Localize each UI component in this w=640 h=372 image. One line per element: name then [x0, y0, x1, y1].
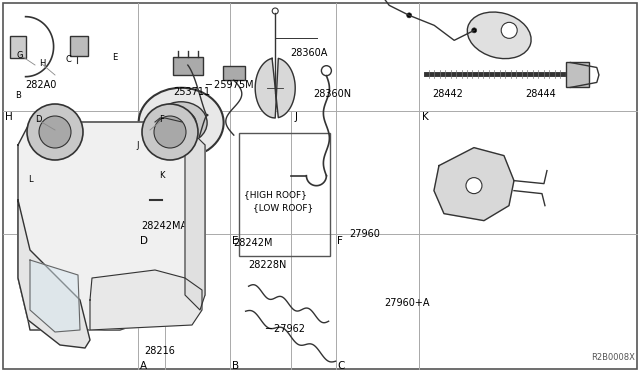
Circle shape: [466, 177, 482, 194]
Ellipse shape: [155, 102, 207, 144]
Text: B: B: [15, 90, 21, 99]
Ellipse shape: [467, 12, 531, 59]
Polygon shape: [90, 270, 202, 330]
Text: J: J: [294, 112, 298, 122]
Text: 282A0: 282A0: [26, 80, 57, 90]
Text: ─ 25975M: ─ 25975M: [205, 80, 253, 90]
Polygon shape: [434, 148, 514, 221]
Ellipse shape: [166, 111, 196, 135]
Text: 28228N: 28228N: [248, 260, 287, 270]
Bar: [223, 66, 245, 80]
Polygon shape: [255, 58, 295, 118]
Text: B: B: [232, 361, 239, 371]
Text: D: D: [140, 236, 148, 246]
Bar: [10, 36, 26, 58]
Text: 28216: 28216: [144, 346, 175, 356]
Text: 28444: 28444: [525, 89, 556, 99]
Circle shape: [501, 22, 517, 38]
Text: 28360A: 28360A: [290, 48, 327, 58]
Text: H: H: [5, 112, 13, 122]
Text: R2B0008X: R2B0008X: [591, 353, 635, 362]
Text: J: J: [137, 141, 140, 150]
Text: C: C: [337, 361, 345, 371]
Polygon shape: [18, 122, 205, 330]
Bar: [70, 36, 88, 56]
Polygon shape: [30, 260, 80, 332]
Text: 253711: 253711: [173, 87, 210, 97]
Bar: [239, 133, 330, 256]
Bar: [173, 57, 203, 75]
Text: K: K: [422, 112, 429, 122]
Text: C: C: [65, 55, 71, 64]
Circle shape: [142, 104, 198, 160]
Bar: [566, 62, 589, 87]
Text: ─ 27962: ─ 27962: [266, 324, 306, 334]
Text: 28242M: 28242M: [233, 238, 273, 248]
Text: 27960+A: 27960+A: [384, 298, 429, 308]
Circle shape: [472, 28, 477, 33]
Text: F: F: [159, 115, 164, 125]
Text: 28442: 28442: [432, 89, 463, 99]
Text: 28360N: 28360N: [314, 89, 352, 99]
Text: F: F: [337, 236, 343, 246]
Text: 27960: 27960: [349, 229, 380, 239]
Circle shape: [154, 116, 186, 148]
Text: G: G: [166, 112, 175, 122]
Circle shape: [39, 116, 71, 148]
Text: H: H: [39, 60, 45, 68]
Text: L: L: [28, 176, 32, 185]
Text: E: E: [113, 54, 118, 62]
Text: G: G: [17, 51, 23, 60]
Circle shape: [406, 13, 412, 18]
Text: E: E: [232, 236, 239, 246]
Text: A: A: [140, 361, 147, 371]
Text: D: D: [35, 115, 41, 125]
Text: {LOW ROOF}: {LOW ROOF}: [253, 203, 314, 212]
Ellipse shape: [139, 88, 223, 158]
Text: K: K: [159, 170, 164, 180]
Polygon shape: [185, 130, 205, 310]
Polygon shape: [18, 200, 90, 348]
Text: 28242MA: 28242MA: [141, 221, 187, 231]
Circle shape: [27, 104, 83, 160]
Text: {HIGH ROOF}: {HIGH ROOF}: [244, 190, 307, 199]
